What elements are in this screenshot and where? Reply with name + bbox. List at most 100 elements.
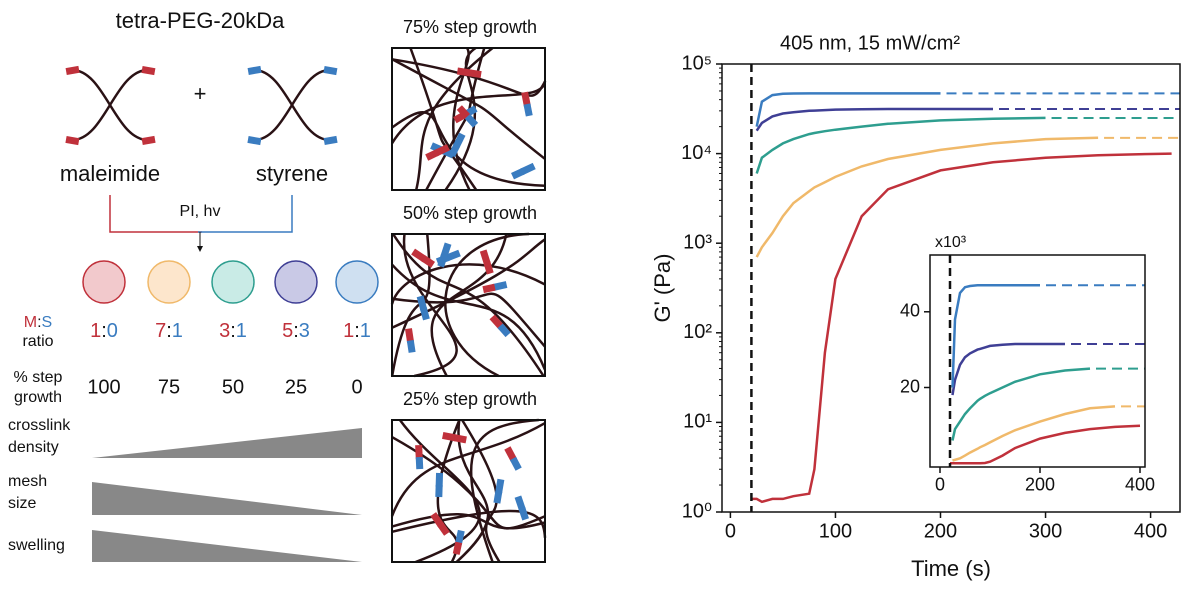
ratio-s: 1 (360, 320, 371, 342)
ratio-s: 1 (236, 320, 247, 342)
crosslink (406, 339, 416, 353)
x-tick-label: 300 (1029, 520, 1062, 542)
wedge (92, 482, 362, 515)
y-tick-label: 10¹ (683, 411, 712, 433)
strand (444, 232, 530, 378)
end-group (141, 66, 156, 76)
crosslink (482, 283, 496, 294)
crosslink (434, 144, 450, 157)
crosslink (504, 446, 518, 462)
row-label: % step (14, 369, 63, 386)
title: tetra-PEG-20kDa (116, 8, 285, 33)
crosslink (493, 490, 503, 504)
series-line (952, 405, 1116, 462)
crosslink (435, 472, 444, 488)
ratio-m: M (24, 314, 37, 331)
ratio-m: 1 (90, 320, 101, 342)
x-tick-label: 400 (1134, 520, 1167, 542)
end-group (65, 65, 80, 75)
crosslink (523, 103, 533, 117)
y-tick-label: 10⁴ (681, 142, 712, 164)
step-value: 50 (222, 376, 244, 398)
series-line (950, 424, 1141, 465)
monomer-label: styrene (256, 161, 328, 186)
ratio-sep: : (37, 314, 41, 331)
wedge-label: swelling (8, 537, 65, 554)
step-value: 25 (285, 376, 307, 398)
y-tick-label: 10⁵ (681, 52, 712, 74)
crosslink (435, 484, 443, 498)
ratio: 1:0 (90, 320, 118, 342)
monomer-label: maleimide (60, 161, 160, 186)
network-frame (391, 419, 546, 563)
crosslink (440, 242, 452, 259)
strand (391, 58, 546, 160)
y-axis-label: G' (Pa) (650, 254, 675, 323)
strand (409, 47, 478, 191)
ratio: 1:1 (343, 320, 371, 342)
chart-title: 405 nm, 15 mW/cm² (780, 32, 960, 54)
strand (391, 435, 546, 530)
crosslink (497, 323, 511, 338)
crosslink (445, 249, 461, 262)
step-value: 75 (158, 376, 180, 398)
end-group (323, 135, 338, 145)
strand (391, 58, 547, 97)
ratio-s: 1 (172, 320, 183, 342)
ratio: 5:3 (282, 320, 310, 342)
network (390, 232, 547, 378)
x-tick-label: 100 (819, 520, 852, 542)
x-tick-label: 200 (1025, 474, 1055, 494)
series-line (755, 92, 941, 127)
crosslink (442, 431, 458, 442)
crosslink (437, 521, 450, 536)
ratio-m: 7 (155, 320, 166, 342)
network-frame (391, 233, 546, 377)
row-label: growth (14, 389, 62, 406)
x-tick-label: 400 (1125, 474, 1155, 494)
ratio: M:S (24, 314, 52, 331)
crosslink (419, 306, 430, 321)
bracket (198, 195, 293, 233)
crosslink (452, 541, 463, 555)
series-line (951, 342, 1065, 396)
x-tick-label: 0 (935, 474, 945, 494)
crosslink (483, 260, 494, 275)
reaction-label: PI, hv (180, 203, 221, 220)
end-group (247, 65, 262, 75)
y-tick-label: 10⁰ (682, 500, 712, 522)
strand (402, 233, 458, 378)
ratio-m: 1 (343, 320, 354, 342)
formulation-circle (211, 260, 255, 304)
ratio-s: 3 (299, 320, 310, 342)
strand (391, 513, 546, 530)
strand (390, 263, 546, 305)
crosslink (421, 255, 436, 268)
crosslink (437, 253, 448, 268)
crosslink (495, 478, 505, 494)
strand (469, 418, 539, 563)
network (390, 418, 547, 564)
series-line (755, 107, 993, 132)
plus: + (194, 81, 207, 106)
step-value: 0 (351, 376, 362, 398)
ratio-sep: : (293, 320, 299, 342)
series-line (951, 367, 1091, 441)
ratio-sep: : (101, 320, 107, 342)
network-frame (391, 47, 546, 191)
strand (391, 263, 547, 371)
network-title: 25% step growth (403, 389, 537, 409)
y-tick-label: 10² (683, 321, 712, 343)
network-title: 75% step growth (403, 17, 537, 37)
strand (391, 292, 546, 348)
end-group (65, 136, 80, 146)
crosslink (454, 529, 465, 546)
wedge-label: mesh (8, 473, 47, 490)
strand (391, 111, 546, 187)
crosslink (479, 249, 491, 265)
ratio-m: 5 (282, 320, 293, 342)
wedge-label: size (8, 495, 37, 512)
crosslink (514, 495, 526, 512)
crosslink (425, 149, 440, 161)
x-tick-label: 0 (725, 520, 736, 542)
